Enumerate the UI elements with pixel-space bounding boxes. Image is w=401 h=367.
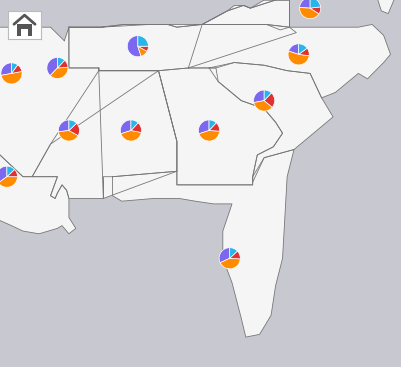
Wedge shape (69, 123, 79, 135)
Wedge shape (288, 51, 308, 65)
Wedge shape (299, 7, 318, 19)
Polygon shape (69, 0, 296, 71)
Wedge shape (127, 36, 141, 57)
Wedge shape (229, 251, 240, 259)
Polygon shape (32, 68, 176, 199)
Wedge shape (12, 63, 18, 73)
Wedge shape (1, 63, 12, 75)
Wedge shape (121, 131, 141, 141)
FancyBboxPatch shape (20, 29, 28, 36)
Wedge shape (7, 170, 17, 177)
Polygon shape (69, 0, 289, 30)
Polygon shape (202, 0, 394, 27)
Wedge shape (198, 120, 209, 134)
Wedge shape (138, 36, 148, 46)
Polygon shape (188, 25, 389, 98)
Wedge shape (298, 48, 308, 56)
Wedge shape (309, 0, 320, 8)
Wedge shape (0, 177, 17, 187)
Wedge shape (131, 120, 138, 131)
Wedge shape (198, 131, 219, 141)
Wedge shape (298, 44, 306, 54)
Wedge shape (57, 60, 68, 68)
Wedge shape (0, 166, 7, 183)
Wedge shape (263, 93, 274, 107)
Polygon shape (209, 62, 332, 182)
Wedge shape (209, 123, 219, 131)
Wedge shape (57, 57, 65, 68)
Wedge shape (12, 65, 22, 73)
Wedge shape (253, 101, 271, 111)
Wedge shape (7, 166, 14, 177)
Wedge shape (220, 258, 240, 269)
Polygon shape (0, 122, 76, 234)
Wedge shape (299, 0, 309, 8)
Wedge shape (138, 46, 148, 51)
Wedge shape (69, 120, 77, 131)
Wedge shape (47, 57, 57, 76)
Wedge shape (58, 131, 78, 141)
Wedge shape (229, 248, 237, 258)
Wedge shape (209, 120, 216, 131)
Wedge shape (1, 72, 22, 84)
Wedge shape (58, 120, 69, 132)
Wedge shape (309, 7, 320, 14)
Wedge shape (131, 123, 141, 132)
FancyBboxPatch shape (17, 24, 32, 36)
Wedge shape (288, 44, 298, 54)
Wedge shape (263, 90, 271, 101)
Wedge shape (219, 248, 229, 263)
Polygon shape (158, 68, 282, 185)
Wedge shape (120, 120, 131, 134)
Polygon shape (99, 71, 176, 199)
Wedge shape (50, 67, 68, 79)
Polygon shape (112, 149, 293, 337)
Polygon shape (0, 27, 158, 177)
Wedge shape (253, 90, 263, 102)
Wedge shape (138, 46, 147, 56)
